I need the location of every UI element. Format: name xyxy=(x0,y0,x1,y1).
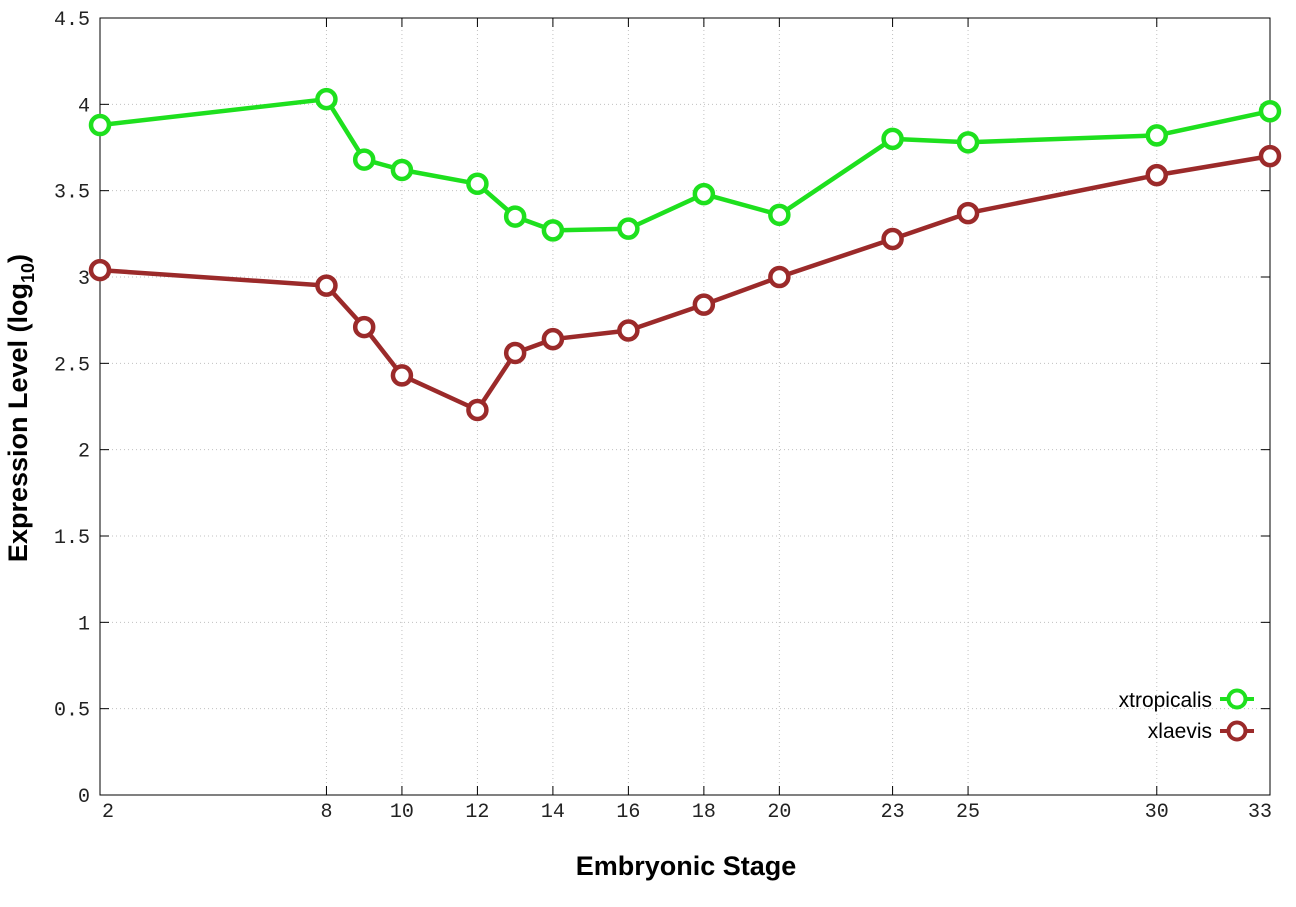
series-xlaevis xyxy=(88,144,1282,422)
x-tick-label: 8 xyxy=(320,801,332,824)
plot-frame xyxy=(99,17,1271,796)
data-point-xlaevis xyxy=(503,341,527,365)
series-layer xyxy=(88,87,1282,422)
y-tick-label: 3.5 xyxy=(54,182,90,205)
data-point-xtropicalis xyxy=(390,158,414,182)
data-point-xlaevis xyxy=(956,201,980,225)
y-tick-label: 1 xyxy=(78,613,90,636)
data-point-xlaevis xyxy=(1258,144,1282,168)
data-point-xtropicalis xyxy=(768,203,791,227)
data-point-xtropicalis xyxy=(692,182,716,206)
data-point-xlaevis xyxy=(881,227,904,251)
data-point-xlaevis xyxy=(692,293,716,316)
x-tick-label: 2 xyxy=(102,801,114,824)
x-tick-label: 18 xyxy=(692,801,716,824)
data-point-xlaevis xyxy=(88,258,112,282)
y-tick-label: 2.5 xyxy=(54,354,90,377)
x-axis-title: Embryonic Stage xyxy=(576,851,797,881)
data-point-xtropicalis xyxy=(956,131,980,154)
data-point-xlaevis xyxy=(390,364,414,387)
data-point-xtropicalis xyxy=(541,219,565,242)
y-axis-title: Expression Level (log10) xyxy=(3,254,38,562)
x-tick-label: 23 xyxy=(881,801,905,824)
data-point-xlaevis xyxy=(1145,163,1169,187)
grid-lines xyxy=(100,18,1270,795)
data-point-xtropicalis xyxy=(466,172,489,196)
series-xtropicalis xyxy=(88,87,1282,242)
y-axis-title-subscript: 10 xyxy=(18,263,38,283)
legend-marker-xlaevis xyxy=(1226,720,1248,742)
y-tick-label: 3 xyxy=(78,268,90,291)
series-line-xtropicalis xyxy=(99,96,1271,233)
data-point-xtropicalis xyxy=(1258,99,1282,123)
data-point-xtropicalis xyxy=(881,127,904,151)
series-line-xlaevis xyxy=(99,153,1271,413)
data-point-xtropicalis xyxy=(1145,124,1169,147)
axis-ticks: 0 0.5 1 1.5 2 2.5 3 3.5 4 4.5 2 8 10 12 14 16 18 20 23 25 30… xyxy=(54,9,1272,824)
x-tick-label: 14 xyxy=(541,801,565,824)
x-tick-label: 25 xyxy=(956,801,980,824)
data-point-xtropicalis xyxy=(617,217,640,240)
data-point-xtropicalis xyxy=(503,205,527,228)
y-axis-title-close: ) xyxy=(3,254,33,263)
x-tick-label: 12 xyxy=(465,801,489,824)
x-tick-label: 20 xyxy=(767,801,791,824)
y-tick-label: 4 xyxy=(78,95,90,118)
legend-label-xtropicalis: xtropicalis xyxy=(1119,689,1212,712)
data-point-xtropicalis xyxy=(88,113,112,137)
x-tick-label: 10 xyxy=(390,801,414,824)
y-tick-label: 4.5 xyxy=(54,9,90,32)
legend-label-xlaevis: xlaevis xyxy=(1148,720,1212,743)
legend: xtropicalis xlaevis xyxy=(1119,688,1254,743)
data-point-xlaevis xyxy=(617,319,640,342)
data-point-xlaevis xyxy=(541,327,565,351)
data-point-xtropicalis xyxy=(352,148,376,171)
y-axis-title-main: Expression Level (log xyxy=(3,283,33,562)
data-point-xlaevis xyxy=(315,274,338,297)
data-point-xlaevis xyxy=(768,265,791,289)
x-tick-label: 16 xyxy=(616,801,640,824)
y-tick-label: 0.5 xyxy=(54,700,90,723)
y-tick-label: 2 xyxy=(78,441,90,464)
data-point-xtropicalis xyxy=(315,87,338,111)
x-tick-label: 30 xyxy=(1145,801,1169,824)
y-tick-label: 1.5 xyxy=(54,527,90,550)
data-point-xlaevis xyxy=(466,398,489,422)
y-tick-label: 0 xyxy=(78,786,90,809)
legend-marker-xtropicalis xyxy=(1226,688,1248,710)
data-point-xlaevis xyxy=(352,315,376,339)
x-tick-label: 33 xyxy=(1248,801,1272,824)
